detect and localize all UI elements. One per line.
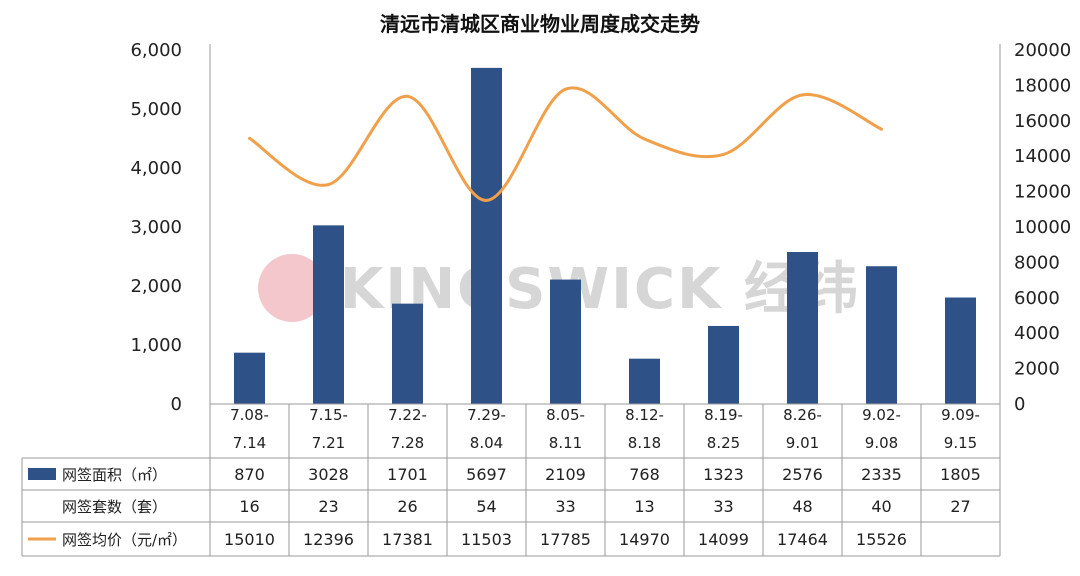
watermark-text: KINGSWICK 经纬 [340,257,860,322]
category-label-line2: 7.14 [233,434,266,452]
category-label-line2: 9.15 [944,434,977,452]
left-axis-tick-label: 1,000 [130,335,182,356]
category-label-line2: 7.21 [312,434,345,452]
right-axis-tick-label: 8000 [1014,252,1060,273]
table-cell: 12396 [303,530,354,549]
table-cell: 23 [318,497,338,516]
left-axis-tick-label: 5,000 [130,99,182,120]
category-label-line2: 7.28 [391,434,424,452]
right-axis-tick-label: 16000 [1014,111,1071,132]
table-cell: 16 [239,497,259,516]
left-axis-tick-label: 4,000 [130,158,182,179]
table-cell: 14099 [698,530,749,549]
price-point-3 [485,198,488,202]
right-axis-tick-label: 10000 [1014,217,1071,238]
category-label-line2: 9.01 [786,434,819,452]
category-label-line1: 8.26- [783,406,822,424]
right-axis-tick-label: 4000 [1014,323,1060,344]
price-point-5 [643,137,646,141]
right-axis-tick-label: 0 [1014,394,1025,415]
table-cell: 15526 [856,530,907,549]
table-cell: 48 [792,497,812,516]
category-label-line1: 9.02- [862,406,901,424]
table-cell: 40 [871,497,891,516]
right-axis-tick-label: 6000 [1014,288,1060,309]
bar-area-3 [471,67,502,404]
table-cell: 768 [629,465,660,484]
table-cell: 1701 [387,465,428,484]
table-cell: 17464 [777,530,828,549]
category-label-line1: 7.29- [467,406,506,424]
price-point-0 [248,136,251,140]
table-cell: 27 [950,497,970,516]
bar-area-9 [945,297,976,404]
left-axis-tick-label: 2,000 [130,276,182,297]
category-label-line1: 7.22- [388,406,427,424]
table-cell: 11503 [461,530,512,549]
table-cell: 1323 [703,465,744,484]
table-cell: 870 [234,465,265,484]
category-label-line2: 8.18 [628,434,661,452]
right-axis-tick-label: 14000 [1014,146,1071,167]
category-label-line2: 8.25 [707,434,740,452]
table-cell: 3028 [308,465,349,484]
category-label-line2: 8.04 [470,434,503,452]
table-cell: 5697 [466,465,507,484]
price-point-4 [564,87,567,91]
table-cell: 2335 [861,465,902,484]
category-label-line2: 9.08 [865,434,898,452]
price-point-1 [327,183,330,187]
price-point-2 [406,94,409,98]
price-point-6 [722,152,725,156]
table-cell: 2576 [782,465,823,484]
right-axis-tick-label: 20000 [1014,40,1071,61]
table-cell: 14970 [619,530,670,549]
bar-area-7 [787,252,818,404]
watermark-logo-icon [258,254,326,322]
table-row-label: 网签均价（元/㎡） [62,531,187,549]
bar-area-2 [392,303,423,404]
category-label-line1: 8.12- [625,406,664,424]
table-cell: 17785 [540,530,591,549]
category-label-line1: 9.09- [941,406,980,424]
category-label-line1: 7.08- [230,406,269,424]
category-label-line1: 8.19- [704,406,743,424]
bar-area-1 [313,225,344,404]
table-cell: 1805 [940,465,981,484]
left-axis-tick-label: 6,000 [130,40,182,61]
left-axis-tick-label: 0 [171,394,182,415]
table-cell: 33 [555,497,575,516]
right-axis-tick-label: 18000 [1014,75,1071,96]
table-row-label: 网签面积（㎡） [62,466,167,484]
table-cell: 17381 [382,530,433,549]
category-label-line2: 8.11 [549,434,582,452]
table-cell: 15010 [224,530,275,549]
bar-area-5 [629,358,660,404]
right-axis-tick-label: 12000 [1014,182,1071,203]
table-cell: 2109 [545,465,586,484]
table-cell: 54 [476,497,496,516]
category-label-line1: 8.05- [546,406,585,424]
bar-area-8 [866,266,897,404]
legend-key-bar [28,468,56,480]
price-line [248,86,883,202]
right-axis-tick-label: 2000 [1014,359,1060,380]
price-point-7 [801,93,804,97]
table-cell: 33 [713,497,733,516]
price-point-8 [880,127,883,131]
category-label-line1: 7.15- [309,406,348,424]
table-row-label: 网签套数（套） [62,498,167,516]
bar-area-6 [708,325,739,404]
bar-area-0 [234,352,265,404]
bar-area-4 [550,279,581,404]
left-axis-tick-label: 3,000 [130,217,182,238]
table-cell: 13 [634,497,654,516]
table-cell: 26 [397,497,417,516]
chart-title: 清远市清城区商业物业周度成交走势 [380,12,700,36]
